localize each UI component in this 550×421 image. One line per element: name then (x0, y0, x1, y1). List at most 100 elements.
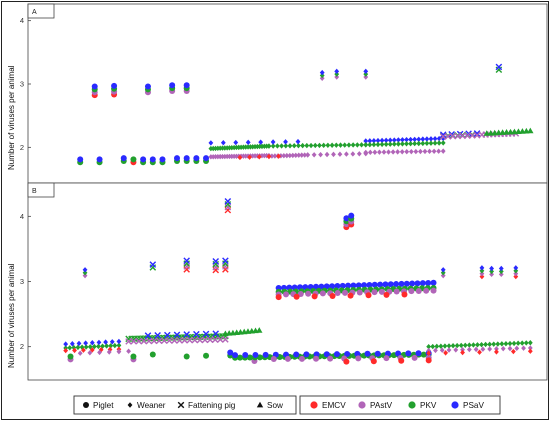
data-point (458, 342, 464, 349)
legend-marker (408, 401, 416, 409)
data-point (71, 344, 77, 351)
data-point (325, 142, 331, 148)
data-point (250, 144, 256, 150)
data-point (408, 148, 414, 155)
data-point (405, 350, 412, 357)
data-point (212, 330, 220, 337)
data-point (413, 148, 419, 155)
data-point (193, 330, 200, 338)
data-point (202, 330, 210, 338)
data-point (343, 215, 350, 222)
data-point (440, 267, 446, 273)
legend-marker (83, 402, 89, 408)
data-point (359, 142, 364, 148)
data-point (428, 140, 434, 146)
data-point (241, 144, 246, 150)
data-point (246, 354, 253, 361)
data-point (393, 288, 400, 295)
data-point (428, 136, 434, 142)
data-point (527, 127, 534, 134)
data-point (521, 345, 526, 351)
data-point (513, 273, 519, 280)
data-point (183, 155, 190, 162)
data-point (89, 347, 95, 353)
data-point (404, 149, 410, 155)
data-point (112, 342, 118, 349)
data-point (125, 338, 132, 345)
data-point (116, 348, 122, 355)
data-point (311, 152, 317, 158)
panel-b-marks (63, 198, 533, 365)
data-point (231, 144, 237, 151)
data-point (283, 139, 288, 145)
y-axis-label-a: Number of viruses per animal (7, 65, 16, 170)
data-point (324, 151, 330, 158)
data-point (261, 143, 267, 149)
data-point (365, 292, 372, 299)
data-point (203, 155, 210, 162)
data-point (489, 268, 494, 275)
data-point (363, 142, 369, 148)
y-tick-label: 2 (20, 143, 24, 152)
data-point (96, 343, 101, 350)
data-point (436, 140, 442, 146)
data-point (483, 341, 488, 348)
data-point (487, 346, 493, 352)
data-point (356, 289, 363, 296)
data-point (254, 143, 260, 150)
data-point (284, 355, 291, 362)
legend-marker (451, 401, 459, 409)
data-point (311, 293, 318, 300)
data-point (259, 143, 265, 150)
data-point (439, 131, 447, 138)
data-point (227, 349, 234, 356)
data-point (217, 336, 224, 343)
data-point (432, 136, 438, 142)
data-point (319, 290, 326, 297)
data-point (245, 144, 251, 150)
data-point (304, 142, 310, 149)
data-point (183, 82, 190, 89)
data-point (173, 331, 181, 339)
data-point (426, 350, 432, 356)
data-point (515, 340, 521, 346)
data-point (344, 351, 351, 358)
data-point (513, 270, 519, 277)
data-point (513, 268, 519, 274)
data-point (477, 349, 482, 355)
legend-shape-box (73, 395, 297, 415)
data-point (334, 71, 340, 77)
legend-marker (177, 401, 185, 409)
data-point (366, 281, 373, 288)
data-point (300, 142, 306, 149)
data-point (479, 341, 484, 348)
data-point (475, 342, 480, 348)
data-point (378, 288, 385, 295)
data-point (434, 343, 440, 350)
data-point (83, 344, 89, 350)
data-point (398, 357, 405, 364)
data-point (412, 140, 418, 147)
data-point (243, 144, 249, 150)
data-point (303, 351, 310, 358)
data-point (527, 348, 533, 354)
y-tick-label: 4 (20, 212, 24, 221)
data-point (111, 82, 118, 89)
data-point (319, 75, 325, 81)
panel-b-tag-box (27, 182, 55, 198)
data-point (510, 348, 516, 355)
panel-b: B 2 3 4 (20, 182, 548, 381)
data-point (495, 341, 501, 347)
data-point (377, 149, 382, 155)
data-point (145, 337, 153, 345)
data-point (276, 153, 282, 159)
data-point (412, 136, 418, 143)
data-point (270, 356, 277, 363)
data-point (355, 282, 362, 289)
data-point (233, 139, 239, 146)
data-point (374, 350, 381, 357)
data-point (323, 351, 330, 358)
data-point (171, 337, 178, 344)
data-point (103, 339, 109, 345)
